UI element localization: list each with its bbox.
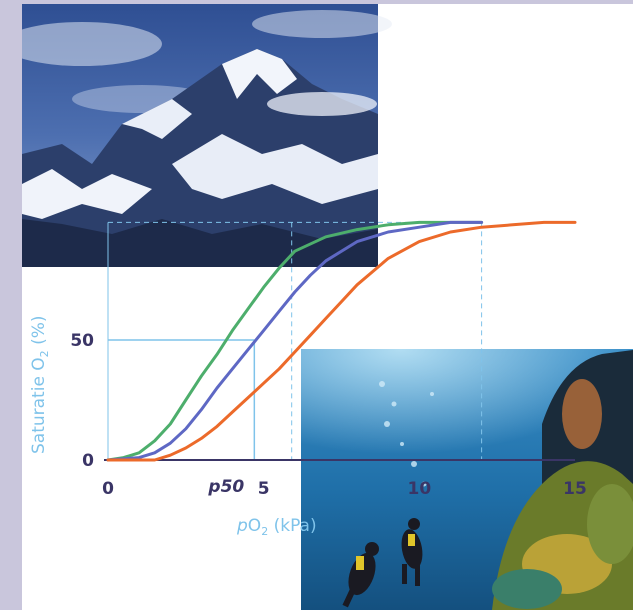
y-axis-title: Saturatie O2 (%) [29,315,51,454]
curve-series-0 [106,220,484,462]
x-tick-label-3: 15 [563,479,587,499]
curve-series-2 [106,220,577,462]
x-axis-title: pO2 (kPa) [236,516,317,538]
figure: 0 5 10 15 0 50 p50 pO2 (kPa) Saturatie O2 (%) [22,4,633,610]
y-tick-label-0: 0 [82,451,94,471]
tick-labels: 0 5 10 15 0 50 p50 [70,331,587,499]
y-tick-label-1: 50 [70,331,94,351]
saturation-curves [106,220,577,462]
oxygen-dissociation-chart: 0 5 10 15 0 50 p50 pO2 (kPa) Saturatie O2 (%) [22,4,633,610]
curve-series-1 [106,220,484,462]
mountain-photo [22,4,392,267]
guide-lines [107,221,483,460]
x-tick-label-0: 0 [102,479,114,499]
x-tick-label-2: 10 [407,479,431,499]
x-tick-label-1: 5 [258,479,270,499]
underwater-diver-photo [301,349,633,610]
p50-label: p50 [207,477,244,497]
